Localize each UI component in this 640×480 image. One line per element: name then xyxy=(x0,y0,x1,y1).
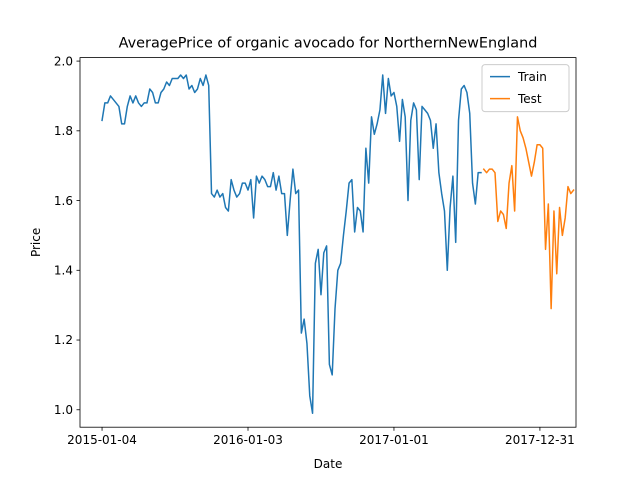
y-tick-label: 1.0 xyxy=(54,403,73,417)
y-tick-label: 1.8 xyxy=(54,124,73,138)
x-tick-label: 2017-01-01 xyxy=(359,433,429,447)
series-line-test xyxy=(482,116,575,310)
x-tick-label: 2015-01-04 xyxy=(67,433,137,447)
axes-layer: 2015-01-04 2016-01-03 2017-01-01 2017-12-31… xyxy=(54,54,577,447)
x-axis-title: Date xyxy=(314,457,343,471)
series-line-train xyxy=(101,74,482,414)
y-tick-label: 2.0 xyxy=(54,54,73,68)
plot-frame xyxy=(79,57,577,428)
y-axis-title: Price xyxy=(29,228,43,257)
y-tick-label: 1.2 xyxy=(54,333,73,347)
legend-label-test: Test xyxy=(517,92,542,106)
legend: Train Test xyxy=(481,64,570,113)
y-tick-label: 1.6 xyxy=(54,194,73,208)
x-tick-label: 2017-12-31 xyxy=(505,433,575,447)
y-tick-label: 1.4 xyxy=(54,263,73,277)
legend-label-train: Train xyxy=(517,70,547,84)
x-tick-label: 2016-01-03 xyxy=(213,433,283,447)
series-layer xyxy=(101,74,575,414)
chart-title: AveragePrice of organic avocado for Nort… xyxy=(119,36,538,52)
